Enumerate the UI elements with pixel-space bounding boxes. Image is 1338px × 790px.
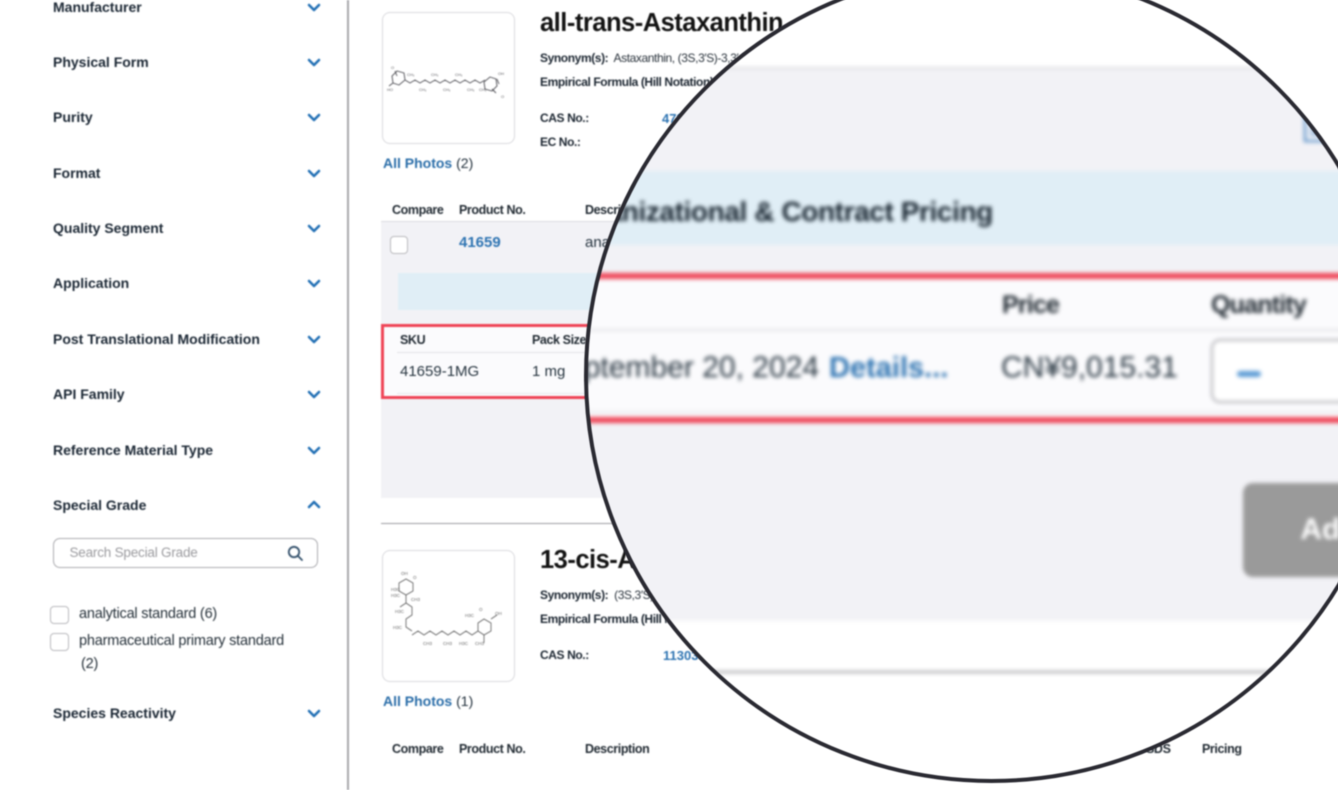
svg-text:CH₃: CH₃ xyxy=(431,72,439,77)
svg-text:OH: OH xyxy=(401,571,408,576)
svg-text:OH: OH xyxy=(495,611,502,616)
svg-text:H3C: H3C xyxy=(391,593,401,598)
svg-text:H3C: H3C xyxy=(459,641,469,646)
svg-text:O: O xyxy=(479,607,483,612)
svg-text:H3C: H3C xyxy=(395,609,405,614)
svg-text:O: O xyxy=(391,65,394,70)
svg-text:O: O xyxy=(413,575,417,580)
svg-text:HO: HO xyxy=(387,87,393,92)
svg-text:CH3: CH3 xyxy=(475,641,484,646)
svg-text:CH₃: CH₃ xyxy=(467,87,475,92)
svg-text:CH₃: CH₃ xyxy=(479,87,487,92)
svg-text:CH₃: CH₃ xyxy=(455,72,463,77)
svg-text:CH₃: CH₃ xyxy=(419,87,427,92)
svg-text:CH₃: CH₃ xyxy=(443,87,451,92)
svg-text:H3C: H3C xyxy=(391,587,401,592)
svg-text:CH3: CH3 xyxy=(423,641,432,646)
svg-text:OH: OH xyxy=(498,71,504,76)
svg-text:CH3: CH3 xyxy=(443,641,452,646)
svg-text:CH3: CH3 xyxy=(411,597,420,602)
svg-text:H3C: H3C xyxy=(465,613,475,618)
svg-text:CH₃: CH₃ xyxy=(407,72,415,77)
svg-text:O: O xyxy=(501,94,504,99)
svg-text:H3C: H3C xyxy=(393,625,403,630)
